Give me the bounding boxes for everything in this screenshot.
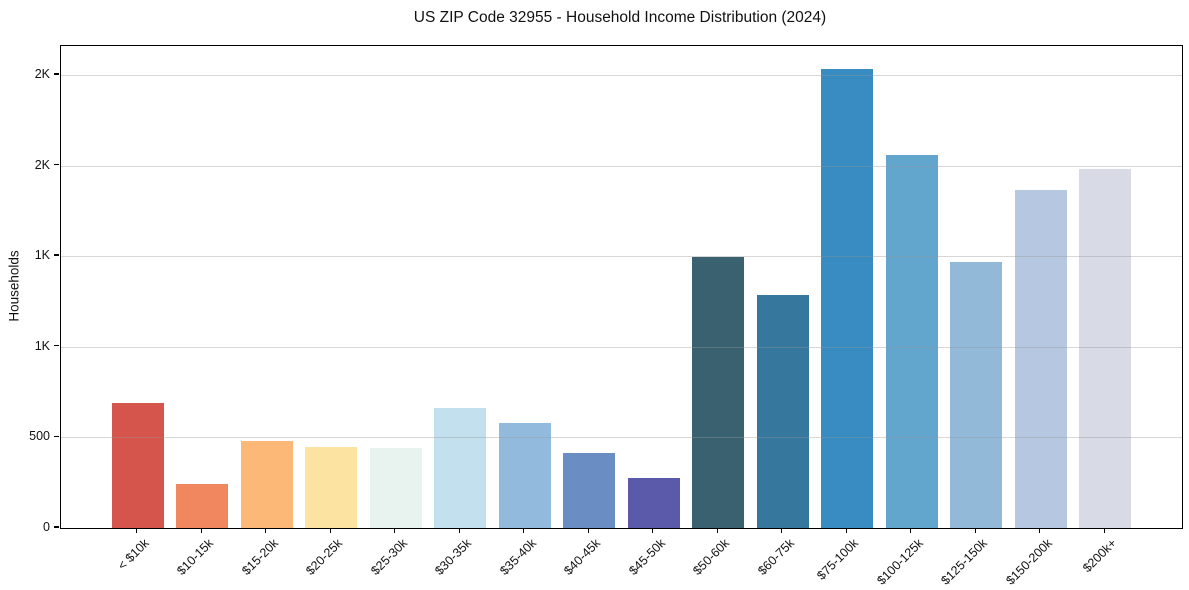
bar--45-50k	[627, 477, 680, 528]
bar--60-75k	[756, 294, 809, 528]
x-tick-mark	[974, 528, 976, 534]
y-tick-mark	[54, 254, 59, 256]
bar--10-15k	[176, 484, 229, 528]
x-tick-mark	[394, 528, 396, 534]
gridline	[61, 74, 1182, 76]
x-tick-label: $35-40k	[496, 536, 539, 578]
bar--75-100k	[821, 68, 874, 528]
bar--200k+	[1079, 169, 1132, 528]
y-tick-mark	[54, 163, 59, 166]
bar--20-25k	[305, 447, 358, 528]
x-tick-label: $25-30k	[367, 536, 410, 578]
x-tick-label: $150-200k	[1003, 536, 1055, 588]
gridline	[61, 437, 1182, 439]
x-tick-mark	[329, 528, 331, 534]
bar--100-125k	[885, 154, 938, 528]
y-tick-label: 0	[43, 520, 50, 534]
x-tick-label: $75-100k	[814, 536, 862, 583]
x-tick-label: $15-20k	[238, 536, 281, 578]
x-tick-mark	[1039, 528, 1041, 534]
bar--15-20k	[240, 441, 293, 528]
x-tick-label: $10-15k	[174, 536, 217, 578]
x-tick-mark	[845, 528, 847, 534]
bar--150-200k	[1014, 190, 1067, 528]
y-tick-mark	[54, 435, 59, 438]
x-tick-mark	[1103, 528, 1105, 534]
y-tick-label: 2K	[34, 66, 50, 81]
gridline	[61, 165, 1182, 167]
x-tick-mark	[910, 528, 912, 534]
y-tick-label: 500	[29, 429, 50, 444]
bar--40-45k	[563, 452, 616, 528]
x-tick-mark	[652, 528, 654, 534]
x-tick-mark	[200, 528, 202, 534]
x-tick-label: $45-50k	[625, 536, 668, 578]
y-tick-mark	[54, 526, 59, 528]
y-tick-label: 2K	[34, 157, 50, 172]
x-tick-mark	[265, 528, 267, 534]
x-tick-label: < $10k	[114, 536, 152, 573]
y-tick-mark	[54, 73, 59, 75]
y-tick-label: 1K	[34, 338, 50, 353]
plot-area	[60, 45, 1183, 529]
x-tick-label: $40-45k	[561, 536, 604, 578]
gridline	[61, 346, 1182, 348]
chart-title: US ZIP Code 32955 - Household Income Dis…	[413, 9, 827, 26]
x-tick-mark	[716, 528, 718, 534]
y-tick-mark	[54, 345, 59, 347]
bar--50-60k	[692, 256, 745, 528]
x-tick-label: $125-150k	[938, 536, 991, 588]
x-tick-mark	[781, 528, 783, 534]
x-tick-mark	[136, 528, 138, 534]
x-tick-label: $200k+	[1080, 536, 1120, 576]
x-tick-label: $60-75k	[754, 536, 797, 578]
bar--25-30k	[369, 448, 422, 528]
bar-<-10k	[111, 402, 164, 528]
x-tick-label: $20-25k	[303, 536, 346, 578]
x-tick-label: $100-125k	[874, 536, 926, 588]
x-tick-mark	[458, 528, 460, 534]
x-tick-mark	[523, 528, 525, 534]
y-tick-label: 1K	[34, 248, 50, 263]
bar--35-40k	[498, 423, 551, 528]
x-tick-label: $30-35k	[432, 536, 475, 578]
x-tick-label: $50-60k	[690, 536, 733, 578]
gridline	[61, 256, 1182, 258]
bar--30-35k	[434, 408, 487, 528]
bar--125-150k	[950, 262, 1003, 528]
x-tick-mark	[587, 528, 589, 534]
